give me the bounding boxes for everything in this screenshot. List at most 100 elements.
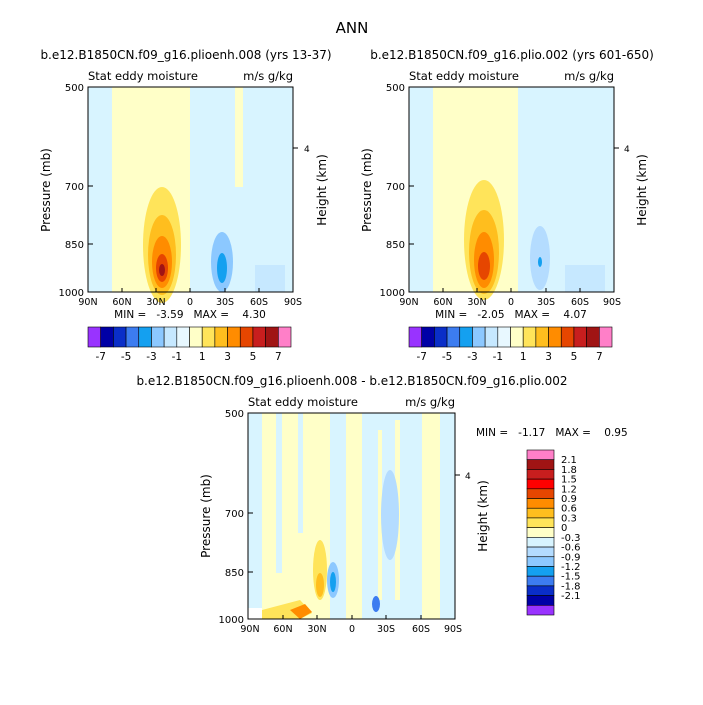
- colorbar-diff-swatch-5: [526, 498, 555, 509]
- colorbar-2-swatch-15: [599, 326, 613, 348]
- colorbar-diff-label-12: -1.5: [561, 572, 581, 583]
- panel-2-xtick-60N: 60N: [433, 297, 452, 308]
- colorbar-diff-swatch-1: [526, 459, 555, 470]
- panel-1-xtick-30S: 30S: [216, 297, 234, 308]
- colorbar-2-label-2: -3: [467, 351, 477, 363]
- panel-2-xtick-90S: 90S: [603, 297, 621, 308]
- colorbar-2-swatch-12: [560, 326, 575, 348]
- panel-2-north-polar-band: [409, 87, 433, 292]
- colorbar-diff: 2.11.81.51.20.90.60.30-0.3-0.6-0.9-1.2-1…: [526, 449, 581, 616]
- panel-3-ytick-500: 500: [225, 409, 244, 420]
- panel-2-xtick-30N: 30N: [467, 297, 486, 308]
- colorbar-diff-label-2: 1.5: [561, 475, 577, 486]
- colorbar-diff-swatch-12: [526, 566, 555, 577]
- panel-2-xtick-30S: 30S: [537, 297, 555, 308]
- panel-2-ytick-700: 700: [386, 182, 405, 193]
- colorbar-1-swatch-7: [176, 326, 190, 348]
- colorbar-2-swatch-0: [408, 326, 422, 348]
- panel-1-xtick-0: 0: [187, 297, 193, 308]
- panel-1-xtick-30N: 30N: [146, 297, 165, 308]
- colorbar-2-label-0: -7: [416, 351, 426, 363]
- colorbar-diff-swatch-7: [526, 517, 555, 528]
- panel-1-xtick-60S: 60S: [250, 297, 268, 308]
- panel-1-y-ticks: 500 700 850 1000: [59, 83, 93, 299]
- colorbar-2: -7 -5 -3 -1 1 3 5 7: [408, 326, 613, 363]
- panel-1-ytick-850: 850: [65, 240, 84, 251]
- panel-1-plot-area: [87, 86, 294, 303]
- panel-3-xtick-60N: 60N: [273, 624, 292, 635]
- panel-3-xtick-30S: 30S: [377, 624, 395, 635]
- panel-2-positive-max: [478, 252, 490, 280]
- colorbar-diff-label-9: -0.6: [561, 543, 581, 554]
- colorbar-1-swatch-13: [252, 326, 266, 348]
- panel-1-left-label: Stat eddy moisture: [88, 69, 198, 83]
- colorbar-diff-label-0: 2.1: [561, 455, 577, 466]
- colorbar-diff-label-13: -1.8: [561, 581, 581, 592]
- colorbar-2-swatch-1: [421, 326, 435, 348]
- panel-3-streak-a: [276, 413, 282, 573]
- colorbar-1-swatch-11: [227, 326, 241, 348]
- panel-3-plot-area: [247, 412, 456, 620]
- colorbar-1-swatch-1: [100, 326, 114, 348]
- panel-3-negative-spot: [372, 596, 380, 612]
- colorbar-diff-swatch-16: [526, 604, 555, 616]
- panel-1-y2label: Height (km): [315, 154, 329, 225]
- colorbar-2-swatch-2: [434, 326, 448, 348]
- colorbar-1-label-2: -3: [146, 351, 156, 363]
- colorbar-1-swatch-12: [239, 326, 254, 348]
- panel-1-height-tick-label: 4: [304, 145, 310, 155]
- colorbar-2-swatch-3: [446, 326, 461, 348]
- panel-3-xtick-0: 0: [349, 624, 355, 635]
- colorbar-diff-label-7: 0: [561, 523, 567, 534]
- panel-2-negative-min: [538, 257, 542, 267]
- colorbar-2-swatch-13: [573, 326, 587, 348]
- colorbar-diff-swatch-15: [526, 595, 555, 606]
- colorbar-1-label-0: -7: [95, 351, 105, 363]
- panel-3-min-max: MIN = -1.17 MAX = 0.95: [476, 427, 628, 439]
- colorbar-diff-swatch-11: [526, 556, 555, 567]
- colorbar-diff-swatch-4: [526, 488, 555, 499]
- panel-1-xtick-90N: 90N: [78, 297, 97, 308]
- colorbar-diff-label-6: 0.3: [561, 513, 577, 524]
- panel-1-xtick-90S: 90S: [284, 297, 302, 308]
- panel-1-negative-min: [217, 253, 227, 283]
- colorbar-1-label-5: 3: [224, 351, 231, 363]
- panel-2-x-ticks: 90N 60N 30N 0 30S 60S 90S: [399, 288, 621, 308]
- colorbar-1-swatch-14: [265, 326, 279, 348]
- panel-3-ylabel: Pressure (mb): [199, 474, 213, 558]
- panel-3-north-polar-band: [248, 413, 262, 608]
- colorbar-diff-swatch-8: [526, 527, 555, 538]
- colorbar-1-swatch-10: [214, 326, 228, 348]
- colorbar-diff-swatch-9: [526, 537, 555, 548]
- colorbar-diff-label-4: 0.9: [561, 494, 577, 505]
- panel-3-xtick-90S: 90S: [444, 624, 462, 635]
- colorbar-1-swatch-8: [189, 326, 203, 348]
- colorbar-2-label-1: -5: [442, 351, 452, 363]
- colorbar-diff-swatch-6: [526, 507, 555, 519]
- colorbar-diff-swatch-14: [526, 585, 555, 596]
- colorbar-diff-swatch-3: [526, 478, 555, 490]
- panel-3-negative-min: [330, 572, 336, 592]
- main-title: ANN: [336, 19, 369, 37]
- panel-2-xtick-90N: 90N: [399, 297, 418, 308]
- colorbar-diff-label-3: 1.2: [561, 484, 577, 495]
- panel-2-ytick-1000: 1000: [380, 288, 405, 299]
- panel-2-plot-area: [408, 86, 615, 300]
- colorbar-2-label-7: 7: [596, 351, 603, 363]
- colorbar-2-label-5: 3: [545, 351, 552, 363]
- colorbar-diff-label-8: -0.3: [561, 533, 581, 544]
- colorbar-diff-label-10: -0.9: [561, 552, 581, 563]
- panel-3-title: b.e12.B1850CN.f09_g16.plioenh.008 - b.e1…: [136, 374, 567, 388]
- colorbar-2-swatch-9: [522, 326, 537, 348]
- panel-3-units: m/s g/kg: [405, 395, 455, 409]
- panel-2-title: b.e12.B1850CN.f09_g16.plio.002 (yrs 601-…: [370, 48, 654, 62]
- colorbar-2-swatch-11: [548, 326, 562, 348]
- panel-1-ytick-700: 700: [65, 182, 84, 193]
- panel-1-ytick-500: 500: [65, 83, 84, 94]
- panel-3-positive-max: [316, 573, 324, 597]
- panel-3-ytick-850: 850: [225, 568, 244, 579]
- colorbar-1: -7 -5 -3 -1 1 3 5 7: [87, 326, 292, 363]
- colorbar-2-swatch-14: [586, 326, 600, 348]
- colorbar-1-swatch-6: [163, 326, 178, 348]
